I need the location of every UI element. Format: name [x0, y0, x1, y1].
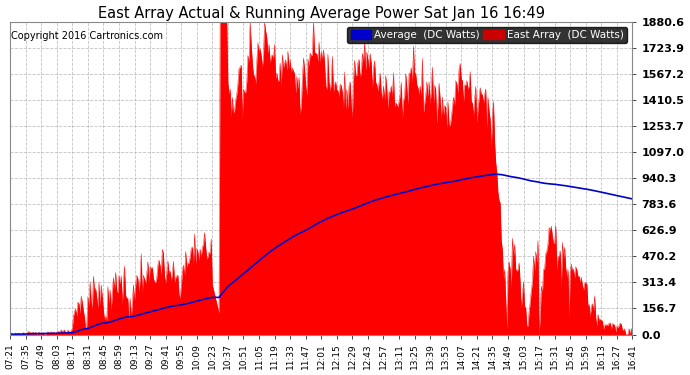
Legend: Average  (DC Watts), East Array  (DC Watts): Average (DC Watts), East Array (DC Watts…: [348, 27, 627, 44]
Text: Copyright 2016 Cartronics.com: Copyright 2016 Cartronics.com: [11, 31, 164, 41]
Title: East Array Actual & Running Average Power Sat Jan 16 16:49: East Array Actual & Running Average Powe…: [98, 6, 544, 21]
